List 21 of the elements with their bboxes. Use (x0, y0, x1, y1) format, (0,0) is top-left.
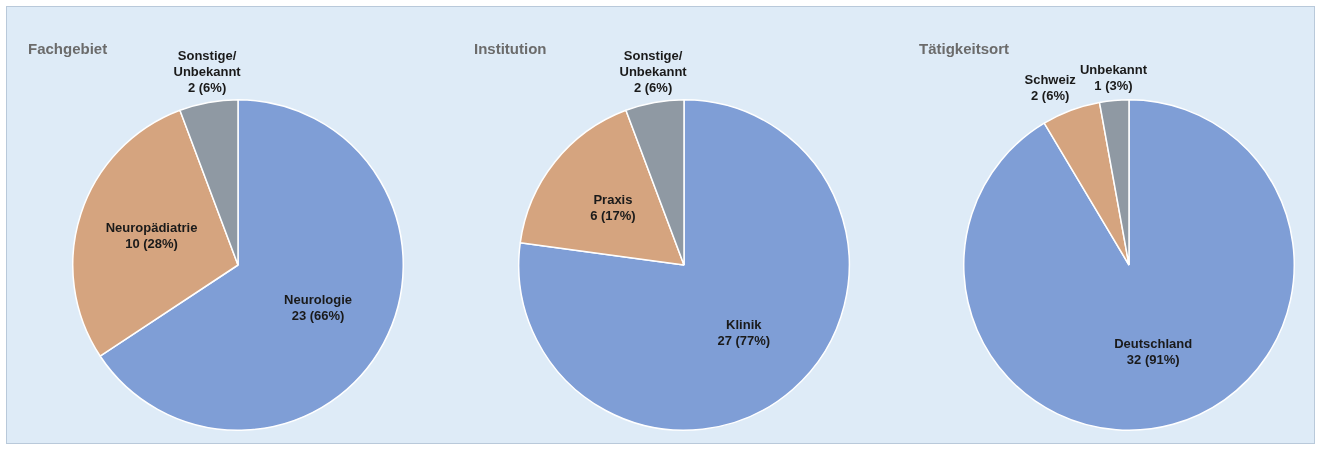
chart-title: Institution (474, 40, 547, 58)
data-label: 2 (6%) (187, 79, 227, 95)
slice-label: Sonstige/Unbekannt (619, 47, 688, 79)
data-label: 1 (3%) (1094, 77, 1133, 93)
slice-label: Schweiz (1024, 71, 1077, 87)
data-label: 27 (77%) (717, 333, 771, 349)
data-label: 23 (66%) (291, 307, 345, 323)
slice-label: Neuropädiatrie (105, 220, 198, 236)
data-label: 6 (17%) (590, 207, 636, 223)
chart-title: Tätigkeitsort (919, 40, 1010, 58)
slice-label: Unbekannt (1079, 61, 1148, 77)
chart-title: Fachgebiet (28, 40, 108, 58)
data-label: 2 (6%) (1030, 87, 1070, 103)
data-label: 32 (91%) (1126, 352, 1180, 368)
data-label: 10 (28%) (125, 236, 178, 252)
slice-label: Neurologie (284, 291, 352, 307)
slice-label: Klinik (726, 317, 763, 333)
slice-label: Deutschland (1114, 336, 1193, 352)
slice-label: Praxis (593, 191, 633, 207)
data-label: 2 (6%) (633, 79, 673, 95)
slice-label: Sonstige/Unbekannt (173, 47, 242, 79)
